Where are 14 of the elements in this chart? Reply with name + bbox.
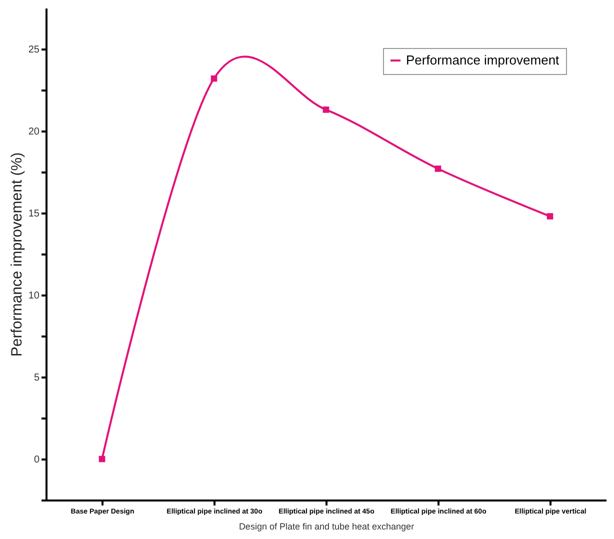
point [546,213,554,220]
y-tick-label: 25 [28,44,40,56]
y-axis-title: Performance improvement (%) [8,152,26,357]
y-tick-label: 15 [28,208,40,220]
y-tick-label: 5 [34,372,40,384]
point [322,106,330,113]
y-tick-label: 10 [28,290,40,302]
y-tick-label: 0 [34,454,40,466]
point [210,75,218,82]
point [434,166,442,172]
legend-label: Performance improvement [406,52,560,68]
y-tick-label: 20 [28,126,40,138]
x-axis-title: Design of Plate fin and tube heat exchanger [238,522,414,532]
point [98,456,106,462]
